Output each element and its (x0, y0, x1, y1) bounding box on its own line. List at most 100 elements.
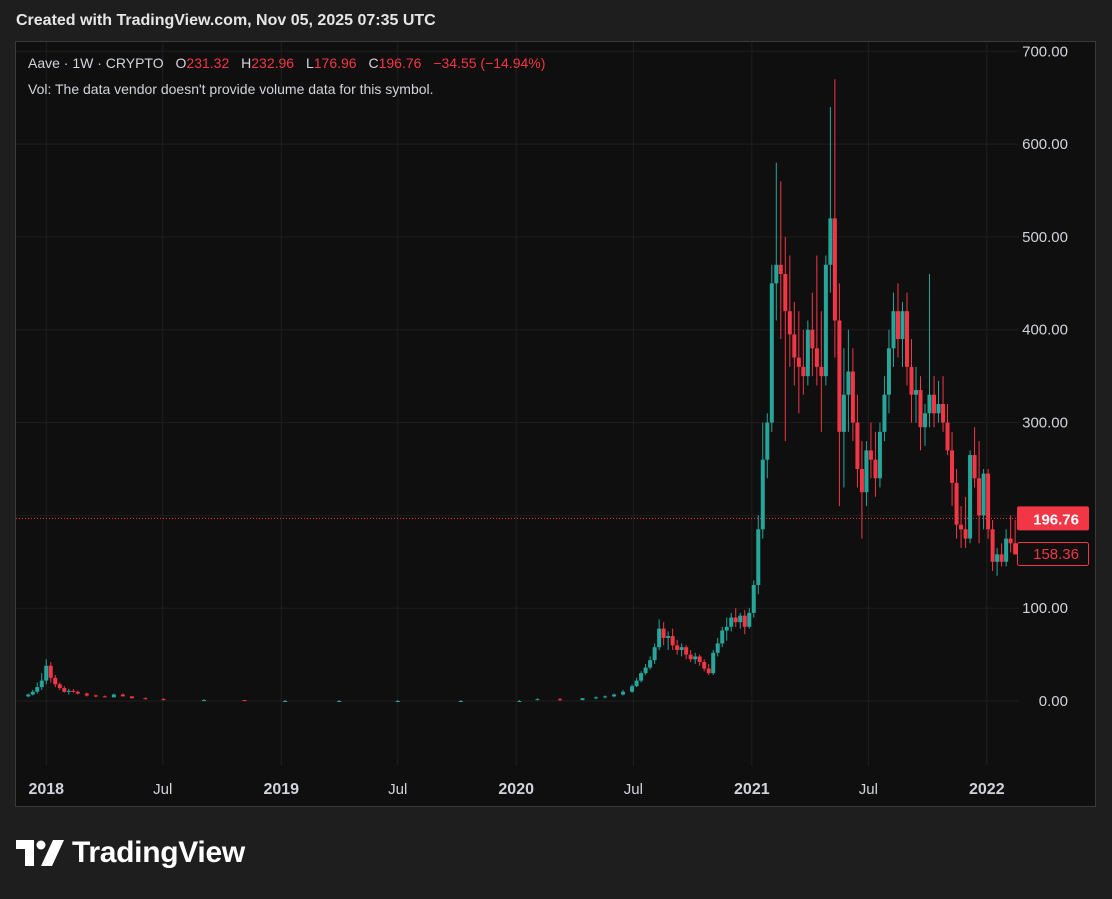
last-price-badge (1017, 506, 1089, 531)
candle-body (886, 348, 891, 395)
candle-body (66, 690, 71, 692)
y-tick-label: 0.00 (1039, 693, 1068, 710)
x-tick-label: Jul (859, 781, 878, 798)
candle-body (62, 688, 67, 692)
candle-body (828, 218, 833, 265)
candle-body (895, 311, 900, 340)
candle-body (26, 694, 31, 697)
candle-body (75, 691, 80, 694)
candle-body (53, 677, 58, 685)
y-tick-label: 500.00 (1022, 229, 1068, 246)
candle-body (796, 357, 801, 367)
secondary-price-badge (1017, 542, 1089, 567)
change-value: −34.55 (−14.94%) (433, 55, 546, 71)
candlestick-chart[interactable]: 700.00600.00500.00400.00300.00200.00100.… (16, 42, 1095, 806)
candle-body (954, 482, 959, 525)
low-value: 176.96 (313, 55, 357, 71)
symbol-label[interactable]: Aave · 1W · CRYPTO (28, 55, 164, 71)
candle-body (837, 320, 842, 432)
candle-body (805, 329, 810, 377)
candle-body (44, 665, 49, 681)
candle-body (458, 701, 463, 703)
chart-panel[interactable]: 700.00600.00500.00400.00300.00200.00100.… (15, 41, 1096, 807)
candle-body (918, 390, 923, 428)
candle-body (873, 459, 878, 479)
y-tick-label: 700.00 (1022, 43, 1068, 60)
candle-body (30, 691, 35, 695)
candle-body (792, 334, 797, 358)
candle-body (832, 218, 837, 321)
candle-body (711, 652, 716, 674)
candle-body (769, 283, 774, 423)
tradingview-logo[interactable]: TradingView (16, 836, 245, 870)
candle-body (612, 694, 617, 697)
candle-body (999, 554, 1004, 562)
candle-body (977, 478, 982, 516)
candle-body (751, 585, 756, 613)
candle-body (814, 348, 819, 367)
candle-body (283, 701, 288, 703)
candle-body (778, 264, 783, 275)
candle-body (855, 422, 860, 469)
candle-body (904, 311, 909, 367)
x-tick-label: 2019 (263, 781, 299, 798)
candle-body (679, 647, 684, 650)
candle-body (981, 473, 986, 516)
candle-body (670, 636, 675, 646)
candle-body (621, 691, 626, 695)
open-value: 231.32 (186, 55, 230, 71)
candle-body (661, 628, 666, 638)
candle-body (557, 699, 562, 701)
candle-body (71, 690, 76, 692)
candle-body (963, 529, 968, 539)
candle-body (684, 647, 689, 655)
x-tick-label: Jul (624, 781, 643, 798)
candle-body (932, 394, 937, 414)
last-price-label: 196.76 (1033, 511, 1079, 528)
candle-body (720, 630, 725, 644)
secondary-price-label: 158.36 (1033, 546, 1079, 563)
candle-body (39, 680, 44, 688)
candle-body (639, 673, 644, 681)
candle-body (35, 687, 40, 692)
candle-body (765, 422, 770, 460)
candle-body (986, 473, 991, 530)
candle-body (395, 701, 400, 703)
candle-body (580, 698, 585, 701)
candle-body (666, 636, 671, 638)
candle-body (950, 450, 955, 483)
candle-body (936, 404, 941, 414)
candle-body (823, 264, 828, 377)
tradingview-wordmark: TradingView (72, 836, 245, 869)
candle-body (93, 695, 98, 697)
high-value: 232.96 (251, 55, 295, 71)
candle-body (900, 311, 905, 340)
candle-body (102, 696, 107, 698)
candle-body (972, 455, 977, 479)
candle-body (201, 700, 206, 702)
candle-body (990, 529, 995, 562)
candle-body (909, 366, 914, 395)
candle-body (859, 468, 864, 493)
candle-body (760, 459, 765, 530)
x-tick-label: 2021 (734, 781, 770, 798)
candle-body (891, 311, 896, 349)
candle-body (706, 668, 711, 674)
candle-body (747, 612, 752, 627)
volume-note: Vol: The data vendor doesn't provide vol… (28, 81, 434, 97)
ohlc-legend: Aave · 1W · CRYPTO O231.32 H232.96 L176.… (28, 55, 545, 71)
candle-body (48, 665, 53, 678)
candle-body (756, 529, 761, 585)
candle-body (742, 615, 747, 627)
close-label: C (368, 55, 379, 71)
candle-body (697, 656, 702, 663)
candle-body (945, 422, 950, 451)
candle-body (129, 696, 134, 699)
candle-body (959, 524, 964, 530)
candle-body (648, 660, 653, 668)
candle-body (733, 617, 738, 623)
candle-body (652, 647, 657, 661)
low-label: L (305, 55, 314, 71)
candle-body (111, 694, 116, 698)
candle-body (702, 662, 707, 669)
